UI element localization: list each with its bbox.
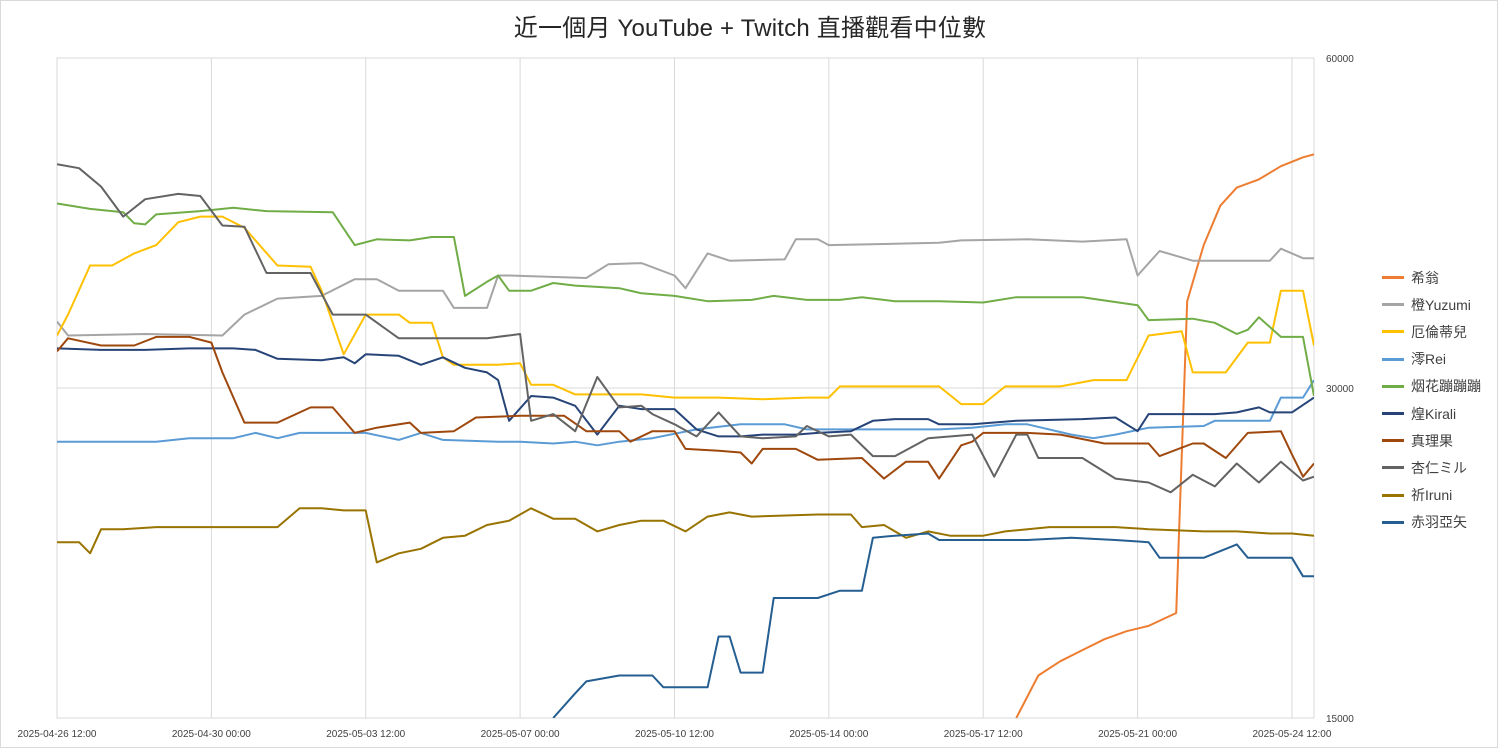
legend-item: 祈Iruni [1382,482,1492,509]
legend-label: 希翁 [1411,269,1439,286]
legend-swatch [1382,493,1404,497]
legend-item: 橙Yuzumi [1382,291,1492,318]
series-line-3 [57,379,1314,447]
series-line-9 [552,532,1314,718]
series-line-2 [57,215,1314,406]
legend-swatch [1382,412,1404,416]
legend-label: 橙Yuzumi [1411,296,1471,313]
legend-label: 厄倫蒂兒 [1411,323,1467,340]
series-line-1 [57,238,1314,337]
x-tick-label: 2025-05-21 00:00 [1098,729,1177,740]
y-tick-label: 30000 [1326,384,1354,395]
x-tick-label: 2025-05-10 12:00 [635,729,714,740]
legend-label: 烟花蹦蹦蹦 [1411,378,1481,395]
x-tick-label: 2025-05-14 00:00 [789,729,868,740]
legend-swatch [1382,439,1404,443]
legend-label: 真理果 [1411,432,1453,449]
legend-swatch [1382,357,1404,361]
legend-swatch [1382,276,1404,280]
x-tick-label: 2025-05-17 12:00 [944,729,1023,740]
legend-swatch [1382,384,1404,388]
x-tick-label: 2025-04-30 00:00 [172,729,251,740]
series-line-6 [57,335,1314,480]
series-line-5 [57,347,1314,438]
legend-swatch [1382,330,1404,334]
series-line-7 [57,163,1314,494]
x-tick-label: 2025-05-03 12:00 [326,729,405,740]
legend-item: 澪Rei [1382,346,1492,373]
legend-label: 澪Rei [1411,351,1447,368]
legend: 希翁橙Yuzumi 厄倫蒂兒澪Rei 烟花蹦蹦蹦煌Kirali 真理果杏仁ミル祈Iru… [1382,264,1492,536]
legend-item: 杏仁ミル [1382,454,1492,481]
y-tick-label: 60000 [1326,54,1354,65]
x-tick-label: 2025-05-24 12:00 [1252,729,1331,740]
legend-item: 真理果 [1382,427,1492,454]
series-line-8 [57,507,1314,564]
y-tick-label: 15000 [1326,714,1354,725]
x-tick-label: 2025-04-26 12:00 [18,729,97,740]
legend-label: 赤羽亞矢 [1411,514,1467,531]
series-line-0 [1015,153,1314,718]
x-tick-label: 2025-05-07 00:00 [481,729,560,740]
legend-item: 希翁 [1382,264,1492,291]
legend-swatch [1382,520,1404,524]
legend-label: 杏仁ミル [1411,459,1467,476]
legend-item: 厄倫蒂兒 [1382,318,1492,345]
legend-label: 祈Iruni [1411,487,1453,504]
legend-item: 煌Kirali [1382,400,1492,427]
legend-label: 煌Kirali [1411,405,1457,422]
legend-swatch [1382,303,1404,307]
legend-swatch [1382,466,1404,470]
series-line-4 [57,202,1314,397]
chart-title: 近一個月 YouTube + Twitch 直播觀看中位數 [513,15,987,42]
legend-item: 烟花蹦蹦蹦 [1382,373,1492,400]
legend-item: 赤羽亞矢 [1382,509,1492,536]
